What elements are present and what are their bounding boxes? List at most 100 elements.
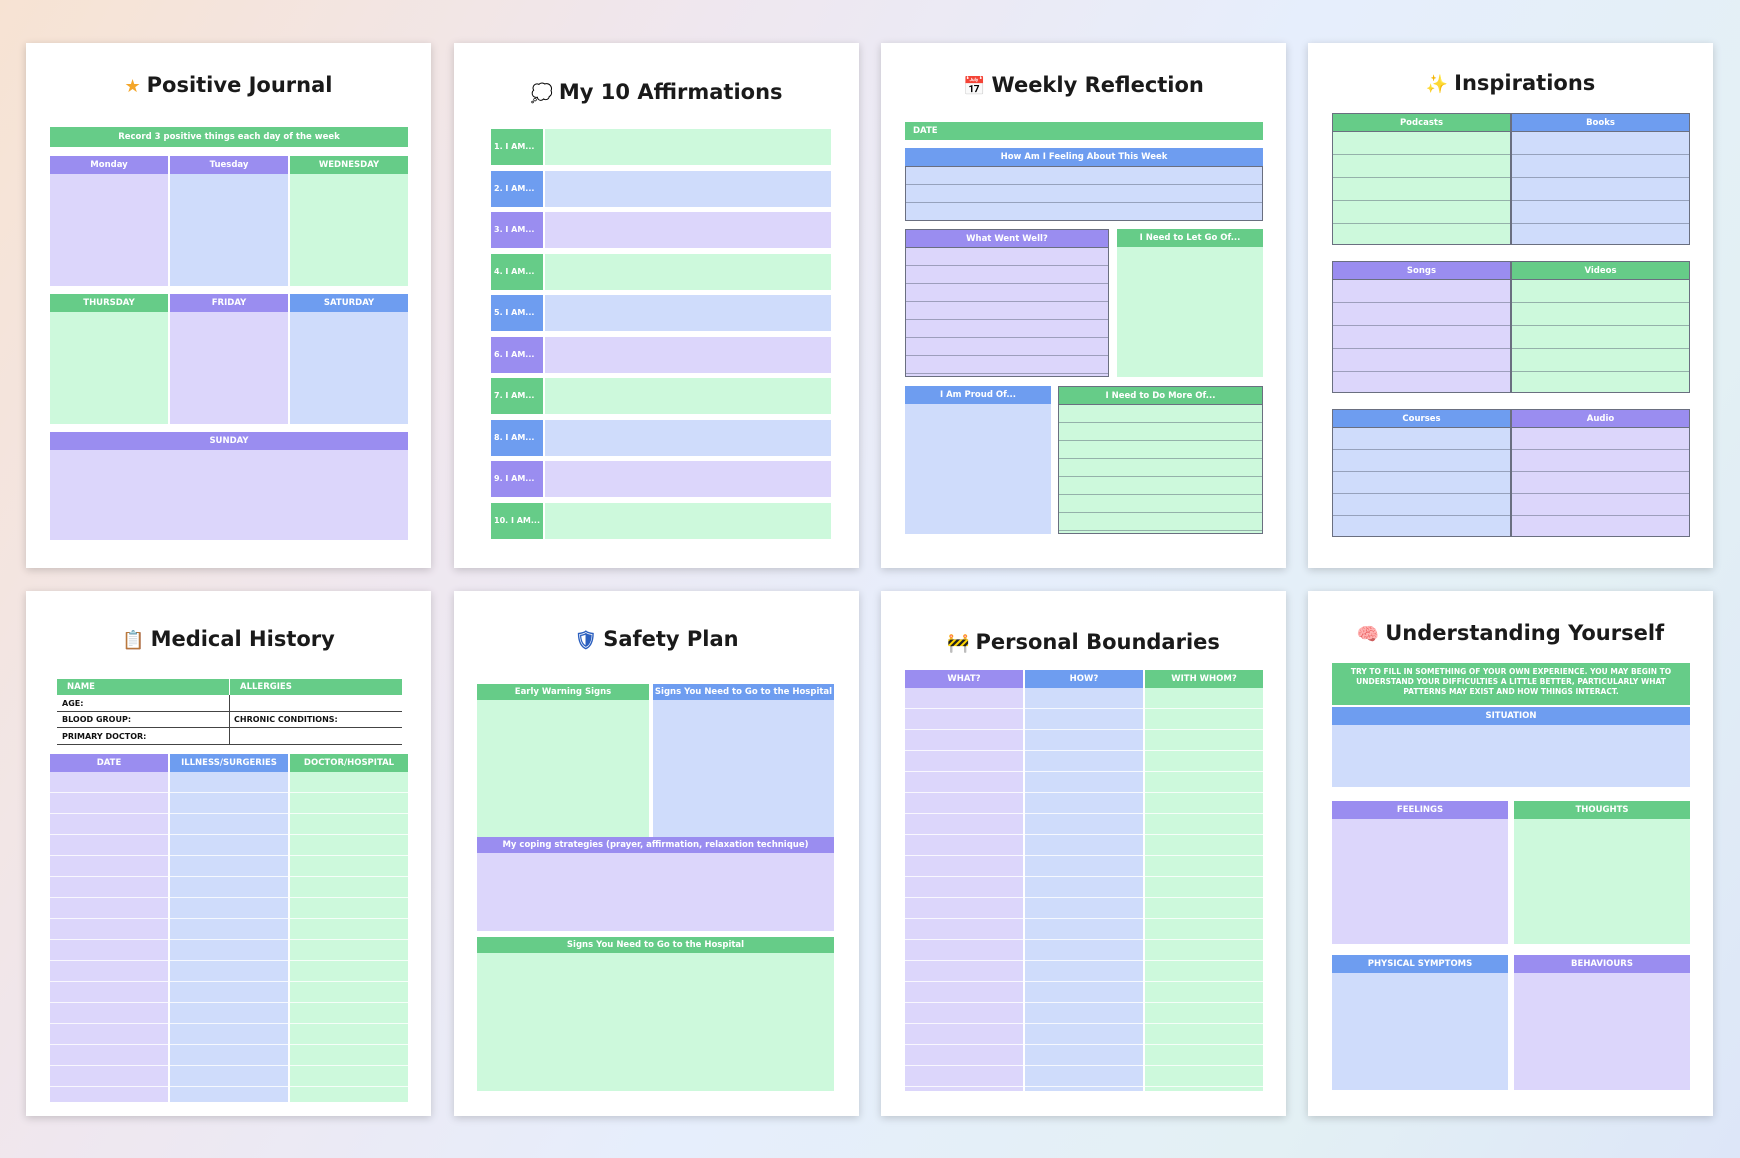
affirmation-line[interactable] <box>545 295 831 331</box>
page-title: ✨ Inspirations <box>1308 71 1713 95</box>
coping-box[interactable] <box>477 853 834 931</box>
day-header-tuesday: Tuesday <box>170 156 288 174</box>
songs-lines[interactable] <box>1332 279 1511 393</box>
brain-icon: 🧠 <box>1356 624 1380 645</box>
affirmation-line[interactable] <box>545 461 831 497</box>
date-field[interactable]: DATE <box>905 122 1263 140</box>
day-box-thursday[interactable] <box>50 312 168 424</box>
audio-lines[interactable] <box>1511 427 1690 537</box>
day-box-sunday[interactable] <box>50 450 408 540</box>
page-title: 💭 My 10 Affirmations <box>454 80 859 104</box>
inspirations-title: Inspirations <box>1454 71 1596 95</box>
videos-lines[interactable] <box>1511 279 1690 393</box>
do-more-lines[interactable] <box>1058 404 1263 534</box>
page-affirmations: 💭 My 10 Affirmations 1. I AM... 2. I AM..… <box>454 43 859 568</box>
thoughts-box[interactable] <box>1514 819 1690 944</box>
medical-title: Medical History <box>150 627 335 651</box>
feeling-lines[interactable] <box>905 166 1263 221</box>
clipboard-icon: 📋 <box>122 630 145 651</box>
hospital-signs-box[interactable] <box>653 700 834 838</box>
affirmation-line[interactable] <box>545 503 831 539</box>
page-title: ★ Positive Journal <box>26 73 431 97</box>
podcasts-header: Podcasts <box>1332 113 1511 133</box>
name-field[interactable]: NAME <box>57 679 229 695</box>
affirmation-line[interactable] <box>545 337 831 373</box>
day-box-tuesday[interactable] <box>170 174 288 286</box>
with-whom-col-header: WITH WHOM? <box>1145 670 1263 688</box>
songs-header: Songs <box>1332 261 1511 281</box>
audio-header: Audio <box>1511 409 1690 429</box>
hospital-signs-box-2[interactable] <box>477 953 834 1091</box>
feelings-box[interactable] <box>1332 819 1508 944</box>
affirmation-line[interactable] <box>545 212 831 248</box>
day-box-monday[interactable] <box>50 174 168 286</box>
page-title: 🛡 Safety Plan <box>454 627 859 651</box>
info-line <box>57 727 402 728</box>
feelings-header: FEELINGS <box>1332 801 1508 819</box>
page-personal-boundaries: 🚧 Personal Boundaries WHAT? HOW? WITH WHO… <box>881 591 1286 1116</box>
day-header-monday: Monday <box>50 156 168 174</box>
with-whom-column[interactable] <box>1145 688 1263 1091</box>
affirmations-title: My 10 Affirmations <box>558 80 783 104</box>
books-lines[interactable] <box>1511 131 1690 245</box>
podcasts-lines[interactable] <box>1332 131 1511 245</box>
allergies-field[interactable]: ALLERGIES <box>230 679 402 695</box>
affirmation-label: 7. I AM... <box>491 378 543 414</box>
affirmation-label: 6. I AM... <box>491 337 543 373</box>
day-box-wednesday[interactable] <box>290 174 408 286</box>
how-col-header: HOW? <box>1025 670 1143 688</box>
boundaries-title: Personal Boundaries <box>975 630 1220 654</box>
day-box-friday[interactable] <box>170 312 288 424</box>
day-header-saturday: SATURDAY <box>290 294 408 312</box>
affirmation-line[interactable] <box>545 254 831 290</box>
behaviours-box[interactable] <box>1514 973 1690 1090</box>
understanding-title: Understanding Yourself <box>1385 621 1665 645</box>
page-title: 🧠 Understanding Yourself <box>1308 621 1713 645</box>
date-col-header: DATE <box>50 754 168 772</box>
doctor-column[interactable] <box>290 772 408 1102</box>
journal-subtitle-banner: Record 3 positive things each day of the… <box>50 127 408 147</box>
affirmation-label: 10. I AM... <box>491 503 543 539</box>
illness-column[interactable] <box>170 772 288 1102</box>
affirmation-line[interactable] <box>545 378 831 414</box>
what-column[interactable] <box>905 688 1023 1091</box>
physical-symptoms-box[interactable] <box>1332 973 1508 1090</box>
how-column[interactable] <box>1025 688 1143 1091</box>
affirmation-line[interactable] <box>545 129 831 165</box>
courses-lines[interactable] <box>1332 427 1511 537</box>
went-well-header: What Went Well? <box>905 229 1109 249</box>
day-header-friday: FRIDAY <box>170 294 288 312</box>
affirmation-label: 8. I AM... <box>491 420 543 456</box>
blood-group-label: BLOOD GROUP: <box>62 715 132 724</box>
affirmation-line[interactable] <box>545 171 831 207</box>
page-inspirations: ✨ Inspirations Podcasts Books Songs Video… <box>1308 43 1713 568</box>
chronic-conditions-label: CHRONIC CONDITIONS: <box>234 715 338 724</box>
affirmation-label: 1. I AM... <box>491 129 543 165</box>
weekly-title: Weekly Reflection <box>991 73 1204 97</box>
early-warning-box[interactable] <box>477 700 649 838</box>
feeling-header: How Am I Feeling About This Week <box>905 148 1263 166</box>
went-well-lines[interactable] <box>905 247 1109 377</box>
day-box-saturday[interactable] <box>290 312 408 424</box>
situation-box[interactable] <box>1332 725 1690 787</box>
date-column[interactable] <box>50 772 168 1102</box>
journal-title: Positive Journal <box>146 73 333 97</box>
affirmation-line[interactable] <box>545 420 831 456</box>
books-header: Books <box>1511 113 1690 133</box>
affirmation-label: 2. I AM... <box>491 171 543 207</box>
hospital-signs-header: Signs You Need to Go to the Hospital <box>653 684 834 700</box>
barrier-icon: 🚧 <box>947 633 970 654</box>
let-go-box[interactable] <box>1117 247 1263 377</box>
proud-box[interactable] <box>905 404 1051 534</box>
safety-title: Safety Plan <box>603 627 739 651</box>
star-icon: ★ <box>124 76 141 97</box>
hospital-signs-header-2: Signs You Need to Go to the Hospital <box>477 937 834 953</box>
day-header-thursday: THURSDAY <box>50 294 168 312</box>
what-col-header: WHAT? <box>905 670 1023 688</box>
page-positive-journal: ★ Positive Journal Record 3 positive thin… <box>26 43 431 568</box>
day-header-sunday: SUNDAY <box>50 432 408 450</box>
calendar-icon: 📅 <box>963 76 986 97</box>
day-header-wednesday: WEDNESDAY <box>290 156 408 174</box>
info-line <box>57 711 402 712</box>
behaviours-header: BEHAVIOURS <box>1514 955 1690 973</box>
